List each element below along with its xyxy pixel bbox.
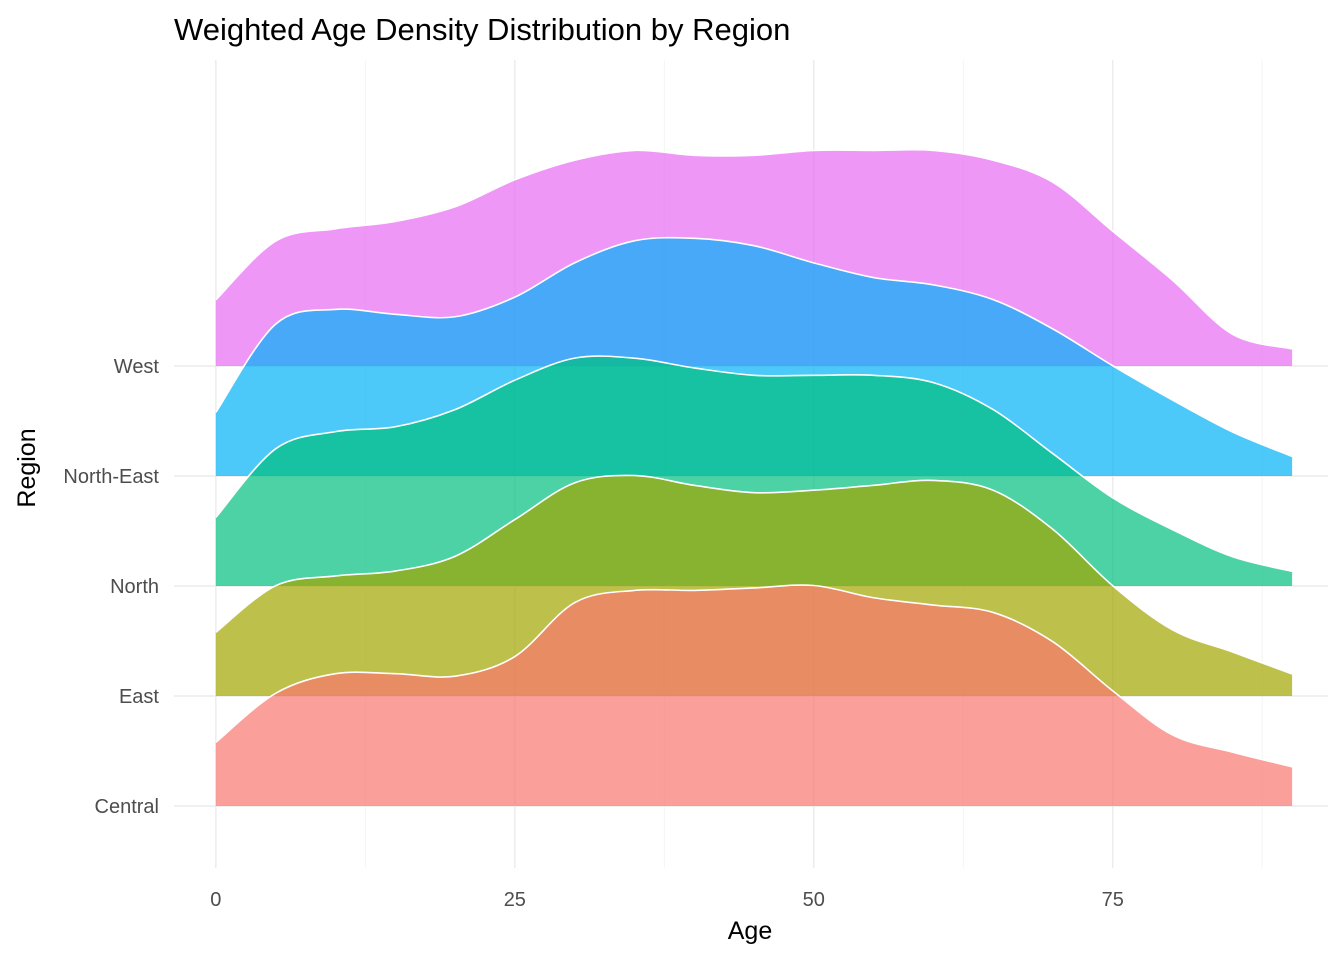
ridge-outline-west — [215, 148, 1293, 350]
x-tick-label: 25 — [504, 889, 526, 911]
y-tick-label: North-East — [63, 466, 159, 488]
x-tick-label: 0 — [210, 889, 221, 911]
ridge-areas — [215, 148, 1293, 806]
x-tick-label: 75 — [1102, 889, 1124, 911]
y-axis-tick-labels: Central East North North-East West — [63, 356, 159, 818]
x-axis-tick-labels: 0 25 50 75 — [210, 889, 1124, 911]
chart-title: Weighted Age Density Distribution by Reg… — [174, 12, 790, 47]
y-tick-label: Central — [95, 796, 159, 818]
ridge-outline-east — [215, 474, 1293, 675]
ridge-outline-north-east — [215, 236, 1293, 458]
y-tick-label: North — [110, 576, 159, 598]
ridge-area-central — [215, 585, 1293, 806]
ridge-outline-central — [215, 584, 1293, 768]
y-axis-title: Region — [13, 428, 41, 507]
y-tick-label: East — [119, 686, 159, 708]
y-tick-label: West — [114, 356, 160, 378]
ridge-outline-north — [215, 355, 1293, 573]
x-axis-title: Age — [728, 917, 772, 945]
x-tick-label: 50 — [803, 889, 825, 911]
